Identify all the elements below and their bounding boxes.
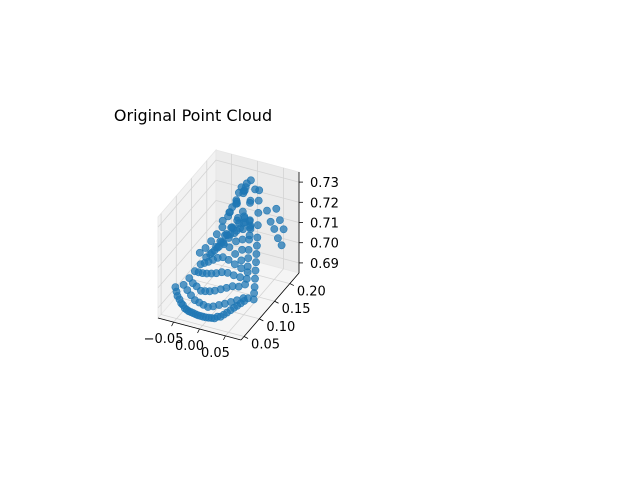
y-tick-label-3: 0.20 bbox=[297, 285, 326, 300]
data-point bbox=[232, 199, 240, 208]
data-point bbox=[266, 217, 275, 226]
data-point bbox=[212, 269, 221, 278]
data-point bbox=[209, 302, 218, 311]
data-point bbox=[232, 237, 240, 246]
data-point bbox=[237, 256, 246, 265]
data-point bbox=[207, 237, 215, 245]
data-point bbox=[218, 253, 227, 262]
data-point bbox=[238, 245, 246, 254]
x-tick-mark-2 bbox=[223, 335, 226, 341]
z-tick-label-2: 0.71 bbox=[310, 217, 339, 232]
data-point bbox=[212, 230, 221, 239]
data-points bbox=[171, 176, 288, 323]
axis-lines bbox=[157, 172, 303, 341]
y-axis-line bbox=[240, 272, 300, 341]
data-point bbox=[226, 230, 235, 239]
data-point bbox=[239, 225, 247, 234]
y-tick-mark-1 bbox=[259, 318, 264, 322]
data-point bbox=[230, 260, 239, 269]
data-point bbox=[237, 264, 246, 273]
data-point bbox=[218, 223, 227, 232]
data-point bbox=[251, 274, 259, 283]
z-tick-label-3: 0.72 bbox=[310, 196, 339, 211]
gridline-z-2 bbox=[157, 200, 300, 268]
data-point bbox=[231, 250, 240, 258]
x-tick-mark-0 bbox=[171, 321, 174, 327]
data-point bbox=[251, 266, 260, 275]
data-point bbox=[225, 208, 234, 217]
data-point bbox=[272, 204, 281, 213]
data-point bbox=[251, 185, 259, 194]
gridline-z-3 bbox=[157, 179, 300, 248]
data-point bbox=[241, 280, 249, 289]
x-tick-label-0: −0.05 bbox=[144, 332, 184, 347]
gridline-z-1 bbox=[157, 220, 300, 288]
data-point bbox=[244, 245, 253, 254]
data-point bbox=[239, 189, 248, 198]
data-point bbox=[238, 207, 247, 216]
data-point bbox=[279, 225, 288, 234]
z-tick-label-1: 0.70 bbox=[310, 237, 339, 252]
y-tick-label-1: 0.10 bbox=[266, 320, 295, 335]
data-point bbox=[275, 216, 284, 224]
gridline-z-4 bbox=[157, 159, 300, 228]
gridline-y-0 bbox=[160, 213, 245, 337]
data-point bbox=[210, 286, 219, 295]
data-point bbox=[246, 198, 254, 207]
data-point bbox=[201, 244, 210, 252]
data-point bbox=[227, 223, 236, 232]
y-tick-mark-0 bbox=[243, 336, 249, 339]
data-point bbox=[243, 268, 252, 277]
data-point bbox=[238, 235, 247, 244]
data-point bbox=[218, 216, 227, 225]
y-tick-mark-3 bbox=[289, 283, 295, 286]
chart-title: Original Point Cloud bbox=[114, 106, 272, 125]
data-point bbox=[252, 258, 260, 267]
y-tick-label-0: 0.05 bbox=[251, 337, 280, 352]
x-tick-label-2: 0.05 bbox=[201, 346, 230, 361]
data-point bbox=[201, 313, 210, 322]
gridline-x-2 bbox=[225, 167, 284, 337]
y-tick-label-2: 0.15 bbox=[282, 302, 311, 317]
y-tick-mark-2 bbox=[274, 300, 279, 304]
data-point bbox=[252, 250, 261, 258]
z-tick-label-0: 0.69 bbox=[310, 257, 339, 272]
tick-labels: −0.050.000.050.050.100.150.200.690.700.7… bbox=[144, 176, 339, 361]
data-point bbox=[273, 234, 282, 243]
data-point bbox=[242, 179, 251, 188]
data-point bbox=[277, 241, 286, 250]
data-point bbox=[253, 221, 262, 230]
data-point bbox=[254, 196, 263, 205]
data-point bbox=[244, 254, 253, 262]
data-point bbox=[263, 206, 271, 215]
data-point bbox=[245, 235, 253, 244]
data-point bbox=[236, 273, 244, 282]
data-point bbox=[252, 241, 261, 250]
x-tick-mark-1 bbox=[197, 328, 200, 334]
data-point bbox=[253, 233, 262, 242]
data-point bbox=[270, 225, 279, 233]
data-point bbox=[254, 208, 263, 217]
data-point bbox=[195, 248, 204, 257]
data-point bbox=[219, 240, 228, 249]
z-tick-label-4: 0.73 bbox=[310, 176, 339, 191]
data-point bbox=[233, 216, 242, 225]
x-tick-label-1: 0.00 bbox=[175, 339, 204, 354]
